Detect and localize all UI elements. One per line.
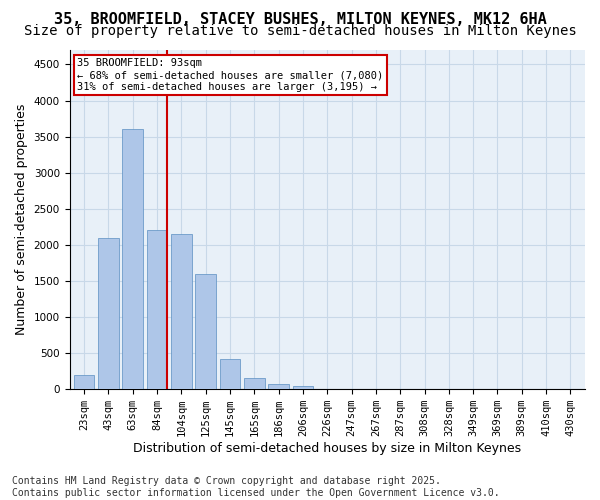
Bar — [220, 359, 241, 389]
Bar — [74, 375, 94, 389]
Text: Size of property relative to semi-detached houses in Milton Keynes: Size of property relative to semi-detach… — [23, 24, 577, 38]
Bar — [171, 234, 192, 389]
Bar — [268, 384, 289, 389]
Text: Contains HM Land Registry data © Crown copyright and database right 2025.
Contai: Contains HM Land Registry data © Crown c… — [12, 476, 500, 498]
Bar — [147, 230, 167, 389]
Bar — [98, 238, 119, 389]
Y-axis label: Number of semi-detached properties: Number of semi-detached properties — [15, 104, 28, 336]
Bar — [122, 130, 143, 389]
Bar — [244, 378, 265, 389]
Text: 35 BROOMFIELD: 93sqm
← 68% of semi-detached houses are smaller (7,080)
31% of se: 35 BROOMFIELD: 93sqm ← 68% of semi-detac… — [77, 58, 383, 92]
Bar — [293, 386, 313, 389]
Text: 35, BROOMFIELD, STACEY BUSHES, MILTON KEYNES, MK12 6HA: 35, BROOMFIELD, STACEY BUSHES, MILTON KE… — [53, 12, 547, 28]
X-axis label: Distribution of semi-detached houses by size in Milton Keynes: Distribution of semi-detached houses by … — [133, 442, 521, 455]
Bar — [196, 274, 216, 389]
